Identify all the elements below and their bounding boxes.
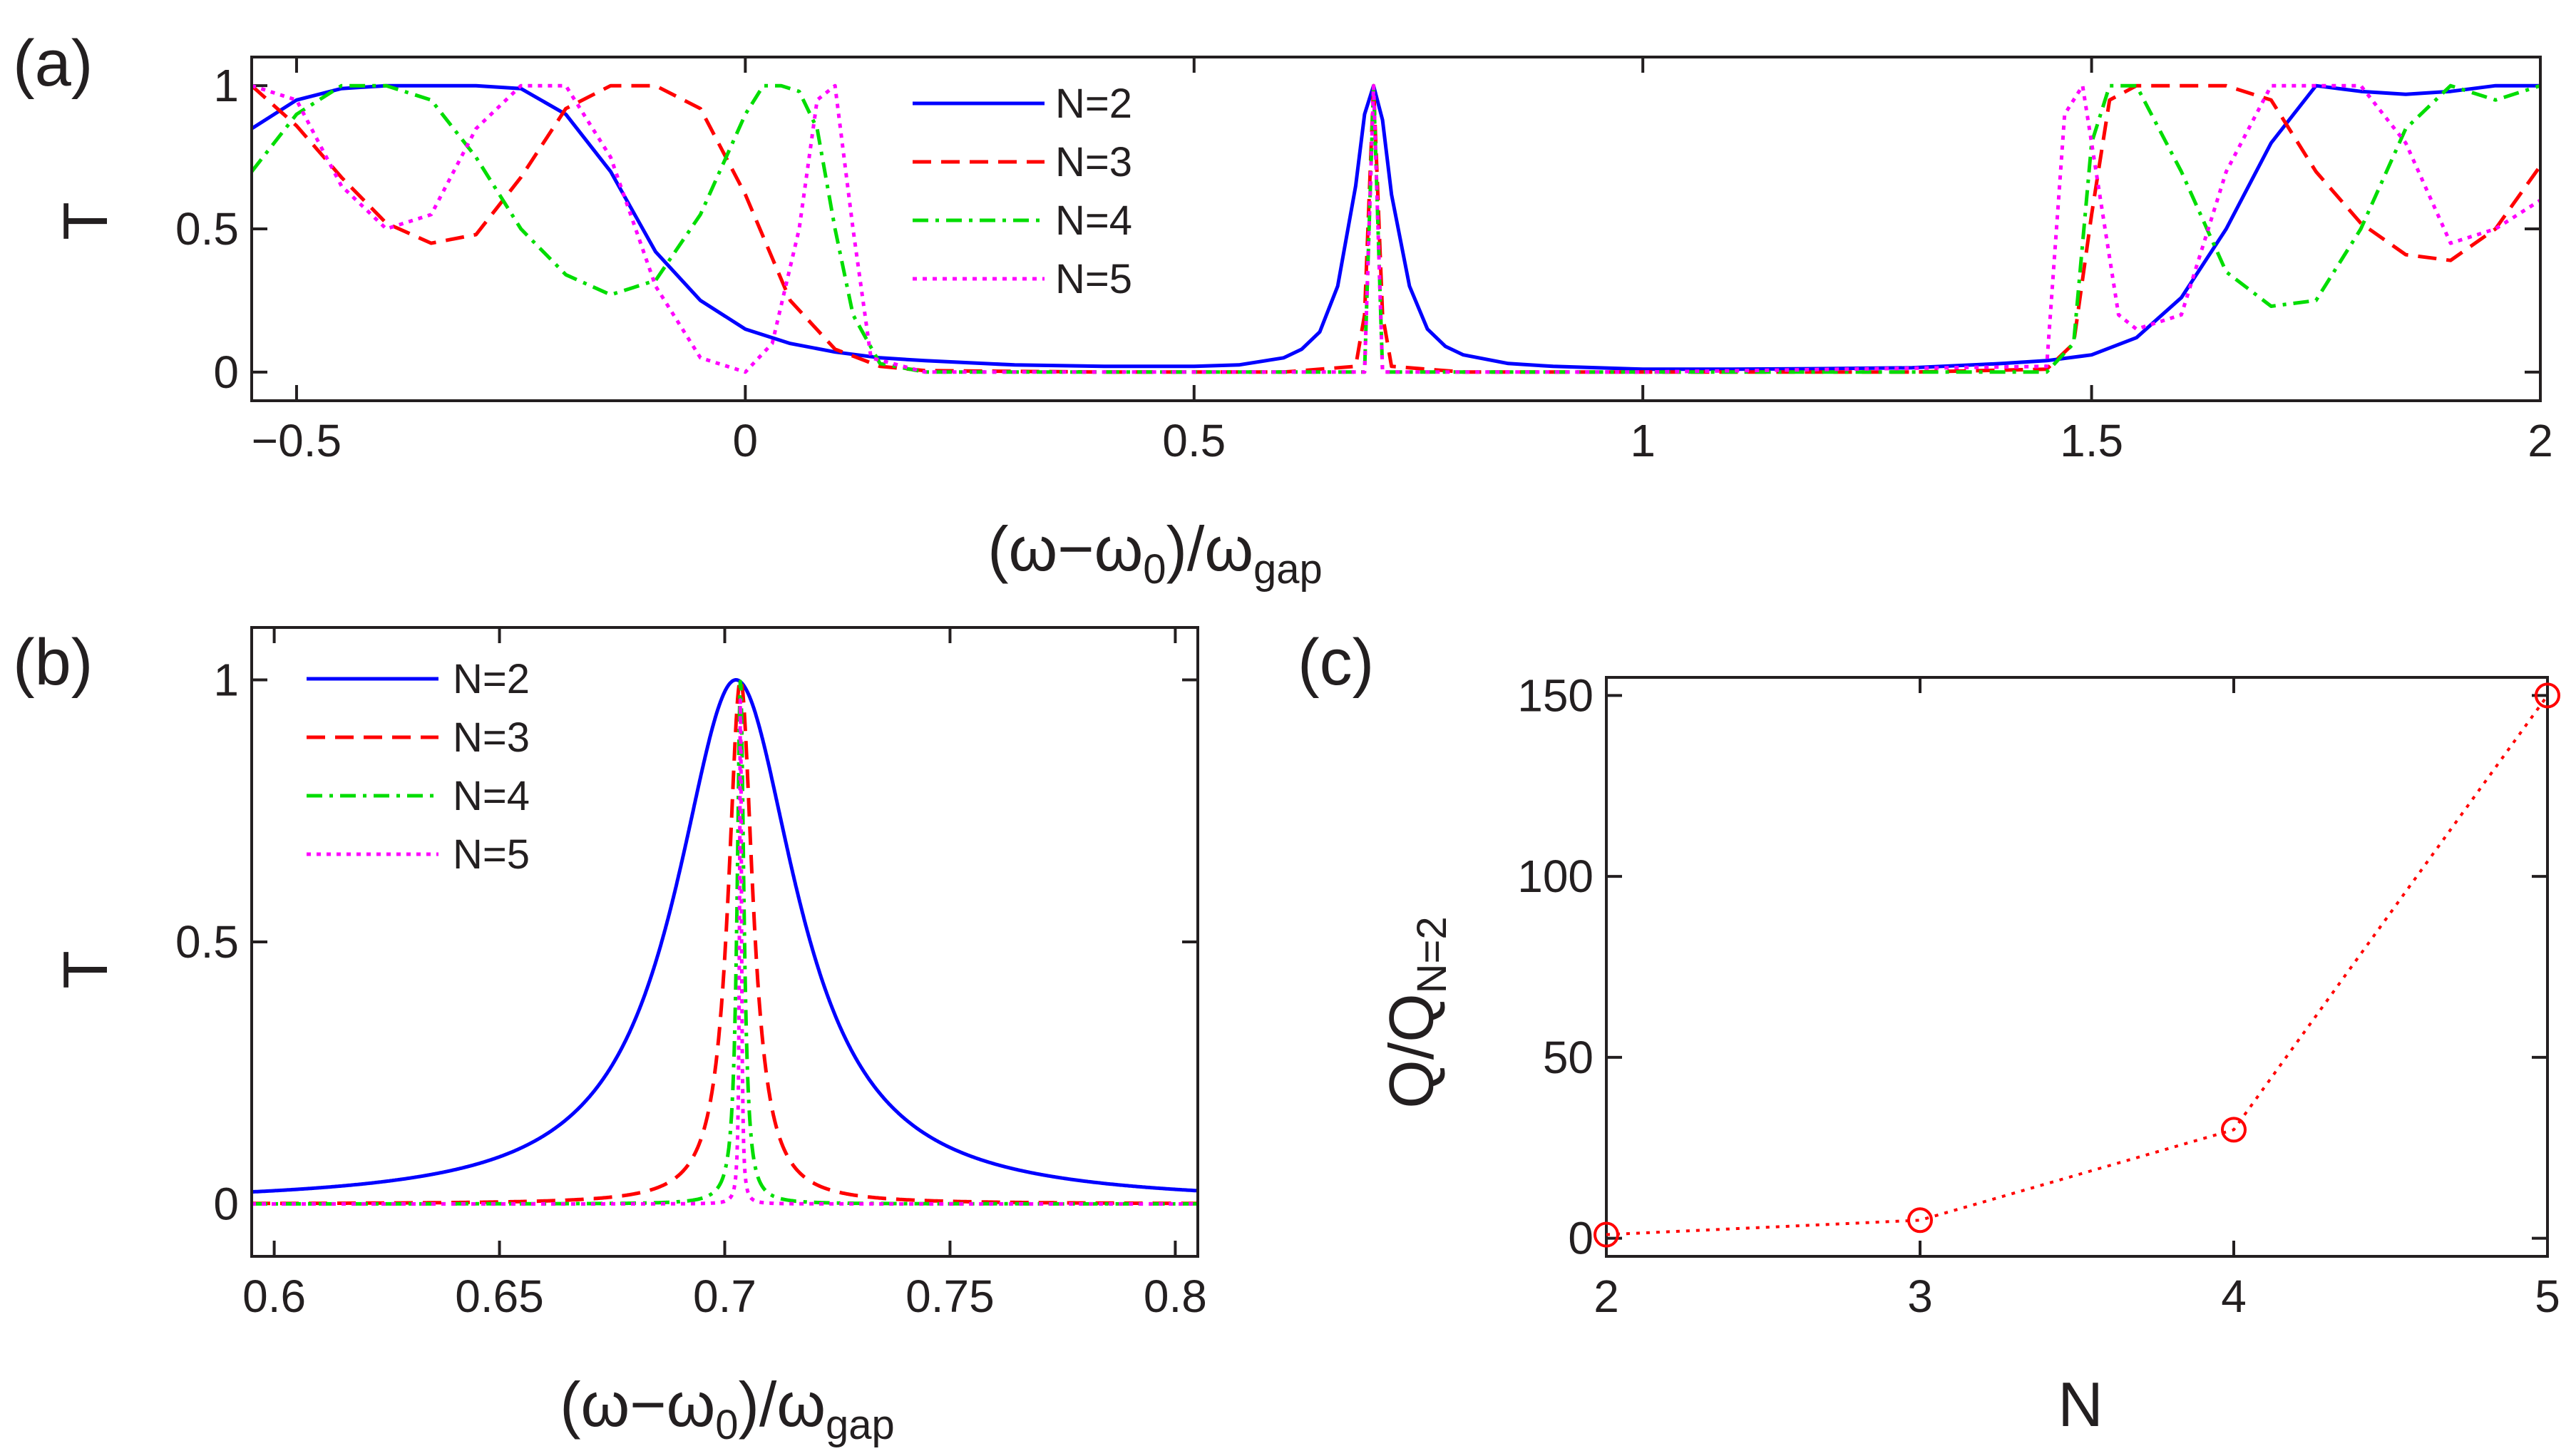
panel-c-ytick-label: 100 — [1517, 851, 1594, 902]
panel-b-label: (b) — [13, 626, 93, 699]
panel-b: (b) T (ω−ω0)/ωgap 0.6 0.65 0.7 0.75 0.8 0 0.5 1… — [13, 626, 1207, 1448]
panel-b-legend-label: N=5 — [453, 831, 530, 878]
panel-b-ytick-label: 1 — [213, 655, 239, 706]
panel-c-xtick-label: 5 — [2535, 1271, 2560, 1322]
panel-c-xlabel: N — [2058, 1369, 2103, 1440]
panel-a-ytick-label: 0 — [213, 347, 239, 398]
panel-a-ytick-label: 1 — [213, 60, 239, 111]
panel-b-series-N=2 — [250, 678, 1199, 1194]
panel-b-xtick-label: 0.65 — [455, 1271, 544, 1322]
panel-a-xtick-label: 2 — [2528, 415, 2553, 466]
panel-b-ytick-label: 0 — [213, 1179, 239, 1230]
panel-c-xtick-label: 3 — [1907, 1271, 1933, 1322]
panel-b-xlabel: (ω−ω0)/ωgap — [560, 1369, 895, 1448]
panel-a-xlabel: (ω−ω0)/ωgap — [987, 513, 1323, 593]
panel-a-label: (a) — [13, 27, 93, 100]
panel-b-ylabel: T — [50, 950, 120, 989]
panel-a-xtick-label: 0 — [733, 415, 759, 466]
panel-b-series-N=3 — [250, 678, 1199, 1206]
panel-b-ytick-label: 0.5 — [175, 916, 239, 968]
panel-c-ylabel: Q/QN=2 — [1376, 916, 1455, 1108]
panel-c-xtick-label: 2 — [1594, 1271, 1619, 1322]
panel-b-legend-label: N=4 — [453, 773, 530, 819]
panel-a-ytick-label: 0.5 — [175, 203, 239, 255]
panel-c-label: (c) — [1298, 626, 1374, 699]
panel-c-ytick-label: 0 — [1568, 1213, 1594, 1264]
panel-c-point — [1594, 1221, 1619, 1248]
panel-b-xtick-label: 0.7 — [693, 1271, 756, 1322]
panel-c-series-line — [1606, 694, 2549, 1236]
panel-c-ytick-label: 150 — [1517, 670, 1594, 721]
panel-a-frame — [250, 56, 2542, 402]
panel-a-series-N=3 — [250, 83, 2542, 374]
panel-a-xtick-label: 0.5 — [1162, 415, 1226, 466]
panel-a-legend-label: N=2 — [1055, 81, 1132, 127]
panel-a-legend-label: N=4 — [1055, 198, 1132, 244]
panel-a-xtick-label: 1 — [1630, 415, 1656, 466]
panel-c-point — [2221, 1117, 2247, 1143]
panel-b-xtick-label: 0.8 — [1144, 1271, 1207, 1322]
panel-b-xtick-label: 0.6 — [242, 1271, 306, 1322]
panel-c-xtick-label: 4 — [2221, 1271, 2247, 1322]
panel-a: (a) T (ω−ω0)/ωgap −0.5 0 0.5 1 1.5 2 0 0.5 1 N=2… — [13, 27, 2553, 593]
panel-b-legend-label: N=3 — [453, 714, 530, 761]
panel-a-series-N=5 — [251, 83, 2542, 374]
panel-a-xtick-label: 1.5 — [2060, 415, 2123, 466]
panel-b-series-N=5 — [250, 698, 1199, 1206]
panel-b-frame — [250, 626, 1199, 1258]
panel-a-ylabel: T — [50, 202, 120, 240]
panel-b-xtick-label: 0.75 — [905, 1271, 995, 1322]
panel-a-legend-label: N=3 — [1055, 139, 1132, 185]
panel-b-legend-label: N=2 — [453, 656, 530, 702]
panel-a-series-N=2 — [250, 83, 2540, 371]
panel-c-frame — [1605, 676, 2549, 1258]
panel-c-ytick-label: 50 — [1543, 1032, 1594, 1083]
panel-a-series-N=4 — [250, 83, 2541, 374]
panel-a-xtick-label: −0.5 — [252, 415, 342, 466]
panel-c-point — [1907, 1207, 1933, 1234]
panel-a-legend-label: N=5 — [1055, 256, 1132, 302]
panel-c-point — [2535, 682, 2560, 709]
